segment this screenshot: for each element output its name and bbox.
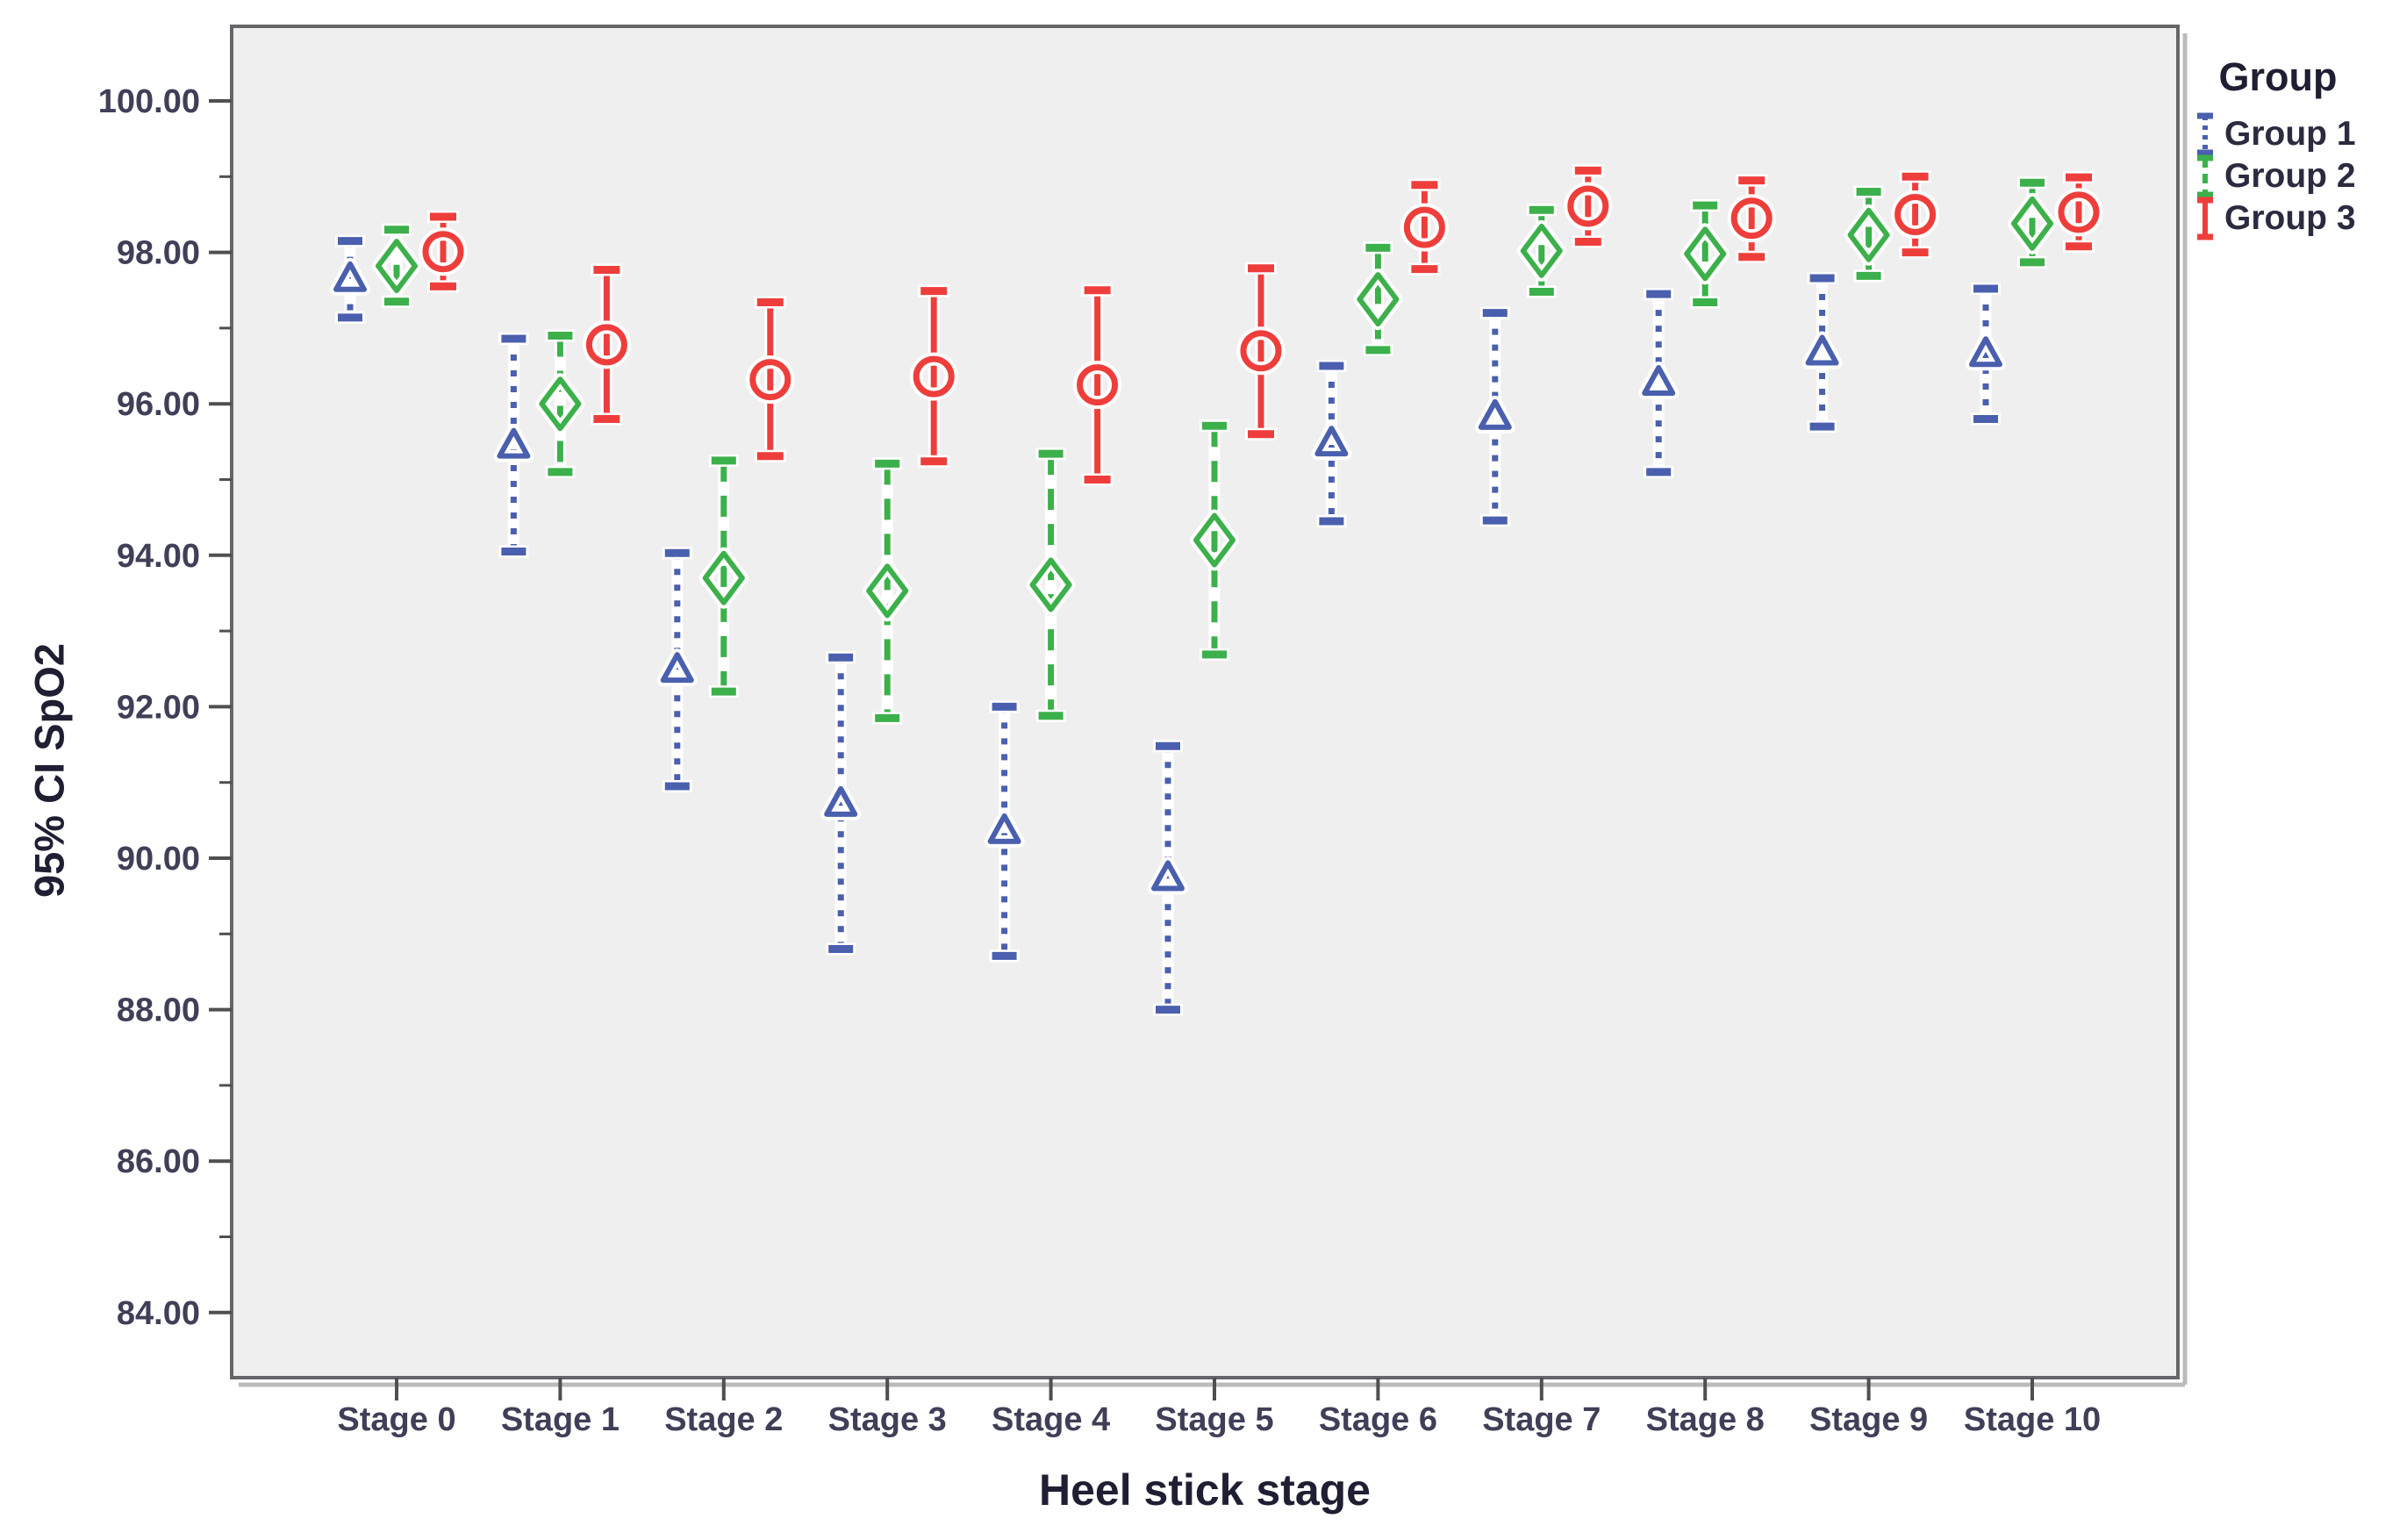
y-axis-title: 95% CI SpO2 — [25, 643, 73, 898]
y-tick-label: 92.00 — [117, 689, 200, 726]
legend-entry-group-1: Group 1 — [2224, 115, 2356, 153]
mean-marker-circle — [1240, 330, 1282, 372]
y-tick-label: 98.00 — [117, 235, 200, 272]
x-axis-title: Heel stick stage — [1039, 1465, 1371, 1515]
mean-marker-circle — [1894, 193, 1937, 235]
mean-marker-diamond — [376, 239, 418, 294]
x-tick-label: Stage 9 — [1809, 1401, 1928, 1438]
mean-marker-triangle — [1642, 365, 1676, 397]
mean-marker-triangle — [1478, 398, 1512, 430]
x-tick-label: Stage 2 — [664, 1401, 783, 1438]
mean-marker-circle — [1403, 206, 1445, 248]
x-tick-label: Stage 10 — [1964, 1401, 2101, 1438]
mean-marker-diamond — [1029, 557, 1072, 612]
legend-entry-group-2: Group 2 — [2224, 157, 2356, 195]
mean-marker-diamond — [702, 550, 745, 605]
mean-marker-circle — [1730, 197, 1773, 240]
y-tick-label: 100.00 — [98, 83, 200, 120]
mean-marker-diamond — [1193, 512, 1235, 568]
y-tick-label: 94.00 — [117, 538, 200, 575]
legend-entry-group-3: Group 3 — [2224, 199, 2356, 237]
mean-marker-triangle — [1805, 334, 1839, 366]
mean-marker-circle — [913, 355, 955, 398]
y-tick-label: 86.00 — [117, 1143, 200, 1180]
x-tick-label: Stage 8 — [1646, 1401, 1765, 1438]
mean-marker-triangle — [987, 813, 1021, 844]
mean-marker-diamond — [866, 563, 909, 619]
mean-marker-diamond — [1357, 272, 1400, 327]
x-tick-label: Stage 4 — [992, 1401, 1110, 1438]
mean-marker-circle — [585, 324, 627, 366]
mean-marker-diamond — [1520, 223, 1563, 278]
mean-marker-circle — [422, 231, 464, 273]
x-tick-label: Stage 3 — [828, 1401, 947, 1438]
legend-title: Group — [2218, 54, 2338, 99]
mean-marker-triangle — [1969, 336, 2002, 368]
mean-marker-triangle — [497, 427, 531, 459]
mean-marker-triangle — [824, 785, 858, 817]
mean-marker-circle — [1077, 364, 1119, 406]
mean-marker-diamond — [1684, 226, 1727, 282]
mean-marker-diamond — [539, 376, 582, 432]
mean-marker-triangle — [1314, 426, 1349, 457]
y-tick-label: 96.00 — [117, 386, 200, 423]
mean-marker-triangle — [1151, 860, 1185, 892]
mean-marker-diamond — [1847, 207, 1890, 262]
plot-panel — [232, 26, 2178, 1378]
y-tick-label: 84.00 — [117, 1295, 200, 1332]
y-tick-label: 88.00 — [117, 992, 200, 1029]
mean-marker-circle — [1567, 185, 1609, 227]
mean-marker-circle — [749, 359, 791, 401]
mean-marker-circle — [2058, 191, 2100, 233]
x-tick-label: Stage 7 — [1482, 1401, 1601, 1438]
x-tick-label: Stage 5 — [1155, 1401, 1273, 1438]
x-tick-label: Stage 0 — [337, 1401, 455, 1438]
plot-frame — [230, 25, 2180, 1379]
mean-marker-triangle — [660, 652, 694, 684]
y-tick-label: 90.00 — [117, 841, 200, 877]
x-tick-label: Stage 1 — [501, 1401, 620, 1438]
mean-marker-diamond — [2011, 196, 2053, 251]
mean-marker-triangle — [333, 261, 367, 292]
x-tick-label: Stage 6 — [1319, 1401, 1437, 1438]
